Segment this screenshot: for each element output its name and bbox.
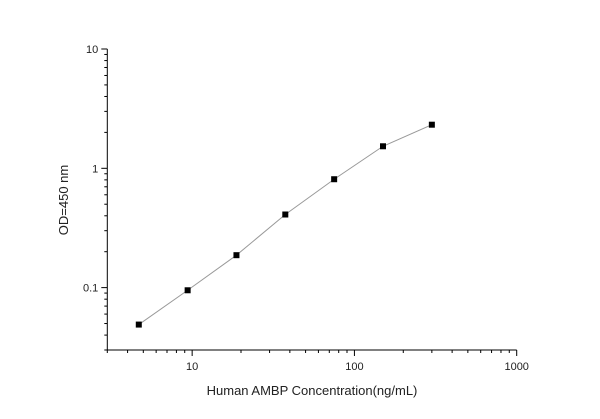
data-point — [380, 143, 387, 150]
y-tick-label: 10 — [86, 44, 98, 56]
series-line — [138, 124, 433, 325]
data-point — [331, 176, 338, 183]
x-tick-label: 100 — [345, 361, 363, 373]
data-point — [282, 211, 289, 218]
x-axis-label: Human AMBP Concentration(ng/mL) — [207, 383, 418, 398]
x-tick-label: 10 — [186, 361, 198, 373]
y-tick-label: 0.1 — [83, 283, 98, 295]
plot-area — [135, 121, 435, 328]
data-point — [184, 287, 191, 294]
data-point — [135, 321, 142, 328]
x-tick-label: 1000 — [504, 361, 528, 373]
data-point — [428, 121, 435, 128]
y-axis-label: OD=450 nm — [56, 165, 71, 235]
data-point — [233, 252, 240, 259]
y-tick-label: 1 — [92, 163, 98, 175]
axes: 10 100 1000 0.1 1 10 — [83, 44, 529, 373]
